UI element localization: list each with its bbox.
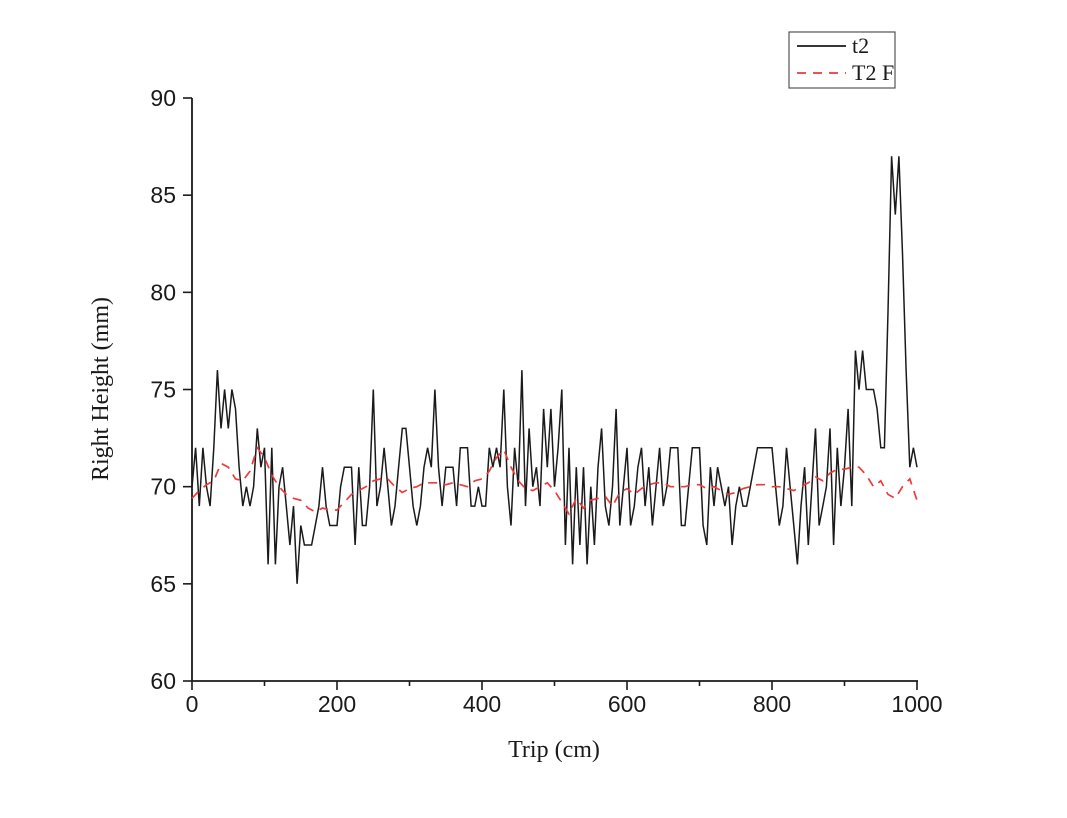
y-tick-label: 90 bbox=[150, 85, 176, 111]
y-tick-label: 70 bbox=[150, 474, 176, 500]
x-tick-label: 1000 bbox=[891, 691, 942, 717]
legend: t2 T2 F bbox=[788, 31, 896, 89]
x-axis-title: Trip (cm) bbox=[508, 737, 600, 763]
y-tick-label: 85 bbox=[150, 182, 176, 208]
x-tick-label: 400 bbox=[463, 691, 501, 717]
x-tick-label: 200 bbox=[318, 691, 356, 717]
y-tick-label: 65 bbox=[150, 571, 176, 597]
y-tick-label: 80 bbox=[150, 279, 176, 305]
y-tick-label: 75 bbox=[150, 377, 176, 403]
legend-label-t2f: T2 F bbox=[852, 60, 894, 85]
axis-ticks: 0 200 400 600 800 1000 60 65 70 75 80 85 90 bbox=[150, 85, 942, 717]
t2f-series-line bbox=[191, 445, 918, 516]
x-tick-label: 800 bbox=[753, 691, 791, 717]
axes bbox=[191, 98, 918, 682]
y-tick-label: 60 bbox=[150, 668, 176, 694]
x-tick-label: 600 bbox=[608, 691, 646, 717]
legend-box bbox=[788, 31, 896, 89]
t2-series-line bbox=[191, 156, 918, 584]
x-tick-label: 0 bbox=[186, 691, 199, 717]
legend-label-t2: t2 bbox=[852, 33, 869, 58]
y-axis-title: Right Height (mm) bbox=[88, 297, 114, 481]
plot-lines bbox=[191, 156, 918, 584]
